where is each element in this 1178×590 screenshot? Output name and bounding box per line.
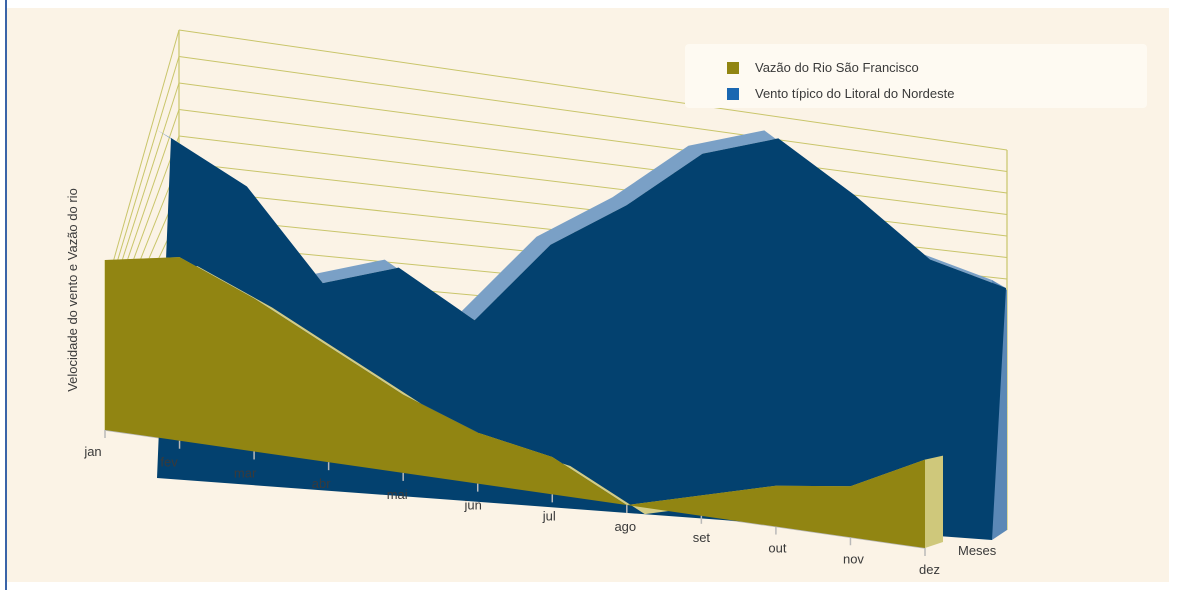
legend-label-wind: Vento típico do Litoral do Nordeste <box>755 86 955 101</box>
x-tick-label: mar <box>234 465 257 480</box>
y-axis-label: Velocidade do vento e Vazão do rio <box>65 188 80 392</box>
x-tick-label: jul <box>542 508 556 523</box>
x-tick-label: out <box>768 541 786 556</box>
back-wall-gridline <box>178 56 1008 172</box>
left-wall-gridline <box>104 29 180 291</box>
chart-series <box>105 130 1007 548</box>
page-left-border <box>5 0 7 590</box>
wind-and-river-flow-chart: jan fev mar abr mai jun jul ago set out nov dez Vel… <box>65 29 1008 577</box>
x-tick-label: nov <box>843 551 864 566</box>
river-series-side-face <box>925 455 943 548</box>
x-axis-label: Meses <box>958 543 997 558</box>
x-tick-label: fev <box>160 455 178 470</box>
wind-series-top-face <box>157 130 1006 321</box>
x-axis-ticks: jan fev mar abr mai jun jul ago set out nov dez <box>83 430 940 577</box>
chart-legend: Vazão do Rio São Francisco Vento típico … <box>685 44 1147 108</box>
back-wall-gridline <box>178 109 1008 215</box>
river-series-area <box>105 257 925 548</box>
x-tick-label: abr <box>312 476 331 491</box>
legend-swatch-river <box>727 62 739 74</box>
x-tick-label: ago <box>614 519 636 534</box>
x-tick-label: set <box>693 530 711 545</box>
x-tick-label: jan <box>83 444 101 459</box>
x-tick-label: dez <box>919 562 940 577</box>
chart-panel: jan fev mar abr mai jun jul ago set out nov dez Vel… <box>7 8 1169 582</box>
back-wall-gridline <box>178 29 1008 151</box>
legend-swatch-wind <box>727 88 739 100</box>
back-wall-gridline <box>178 82 1008 194</box>
x-tick-label: jun <box>464 498 482 513</box>
legend-label-river: Vazão do Rio São Francisco <box>755 60 919 75</box>
x-tick-label: mai <box>387 487 408 502</box>
